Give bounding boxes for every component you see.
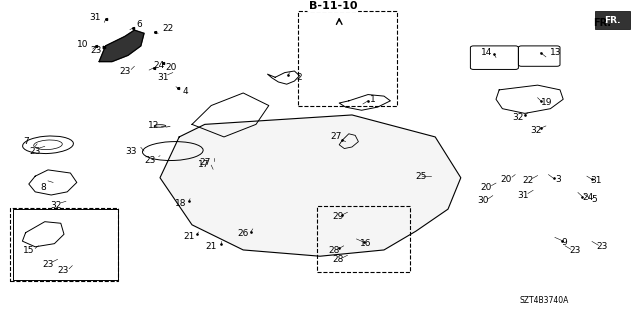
Text: 32: 32 bbox=[51, 202, 62, 211]
Text: 5: 5 bbox=[591, 195, 596, 204]
Text: 14: 14 bbox=[481, 48, 492, 57]
Text: 4: 4 bbox=[183, 87, 188, 96]
Text: 32: 32 bbox=[513, 113, 524, 122]
Bar bbox=[298, 11, 397, 106]
Text: 23: 23 bbox=[29, 146, 41, 156]
Text: 20: 20 bbox=[481, 183, 492, 192]
Text: 27: 27 bbox=[199, 158, 211, 167]
Text: 23: 23 bbox=[42, 260, 54, 269]
Bar bbox=[595, 11, 630, 29]
Text: 8: 8 bbox=[41, 183, 46, 192]
Text: 25: 25 bbox=[415, 172, 427, 181]
Text: 3: 3 bbox=[556, 175, 561, 184]
Bar bbox=[10, 208, 118, 281]
Text: 23: 23 bbox=[119, 66, 131, 76]
Text: 18: 18 bbox=[175, 199, 186, 208]
Text: 12: 12 bbox=[148, 122, 159, 130]
Text: 20: 20 bbox=[166, 63, 177, 72]
Text: 24: 24 bbox=[153, 61, 164, 70]
Text: 27: 27 bbox=[330, 132, 342, 141]
Text: 31: 31 bbox=[518, 190, 529, 199]
Text: 13: 13 bbox=[550, 48, 561, 57]
Text: 23: 23 bbox=[90, 46, 102, 55]
Text: 16: 16 bbox=[360, 239, 372, 248]
Text: FR.: FR. bbox=[604, 16, 621, 25]
Text: 31: 31 bbox=[89, 13, 100, 22]
Text: 15: 15 bbox=[23, 246, 35, 255]
Polygon shape bbox=[99, 30, 144, 62]
Text: 22: 22 bbox=[522, 176, 534, 185]
Text: 17: 17 bbox=[198, 160, 209, 169]
Text: 23: 23 bbox=[569, 246, 580, 255]
Polygon shape bbox=[160, 115, 461, 256]
Text: FR.: FR. bbox=[593, 18, 611, 28]
Text: 28: 28 bbox=[332, 256, 344, 264]
Text: SZT4B3740A: SZT4B3740A bbox=[519, 296, 569, 305]
Text: 29: 29 bbox=[332, 212, 344, 221]
Text: 19: 19 bbox=[541, 98, 553, 107]
Text: 6: 6 bbox=[137, 20, 142, 29]
Text: 1: 1 bbox=[370, 95, 375, 104]
Text: 28: 28 bbox=[328, 246, 340, 255]
Text: 33: 33 bbox=[125, 147, 137, 157]
Text: 23: 23 bbox=[57, 266, 68, 275]
Text: 24: 24 bbox=[582, 193, 593, 202]
Bar bbox=[13, 209, 118, 280]
Text: 10: 10 bbox=[77, 40, 89, 49]
Text: 7: 7 bbox=[23, 137, 28, 146]
Text: 21: 21 bbox=[205, 242, 217, 251]
Text: 2: 2 bbox=[297, 73, 302, 82]
Text: 26: 26 bbox=[237, 229, 249, 238]
Text: 21: 21 bbox=[183, 232, 195, 241]
Text: 23: 23 bbox=[596, 242, 607, 251]
Text: 31: 31 bbox=[157, 73, 169, 82]
Text: 23: 23 bbox=[145, 156, 156, 165]
Text: 32: 32 bbox=[531, 126, 542, 135]
Text: 20: 20 bbox=[500, 175, 511, 184]
Text: 9: 9 bbox=[562, 238, 567, 247]
Bar bbox=[317, 206, 410, 272]
FancyArrowPatch shape bbox=[604, 22, 615, 26]
Text: 31: 31 bbox=[591, 176, 602, 185]
Text: 30: 30 bbox=[477, 196, 489, 205]
Text: B-11-10: B-11-10 bbox=[308, 1, 357, 11]
Text: 22: 22 bbox=[162, 24, 173, 33]
